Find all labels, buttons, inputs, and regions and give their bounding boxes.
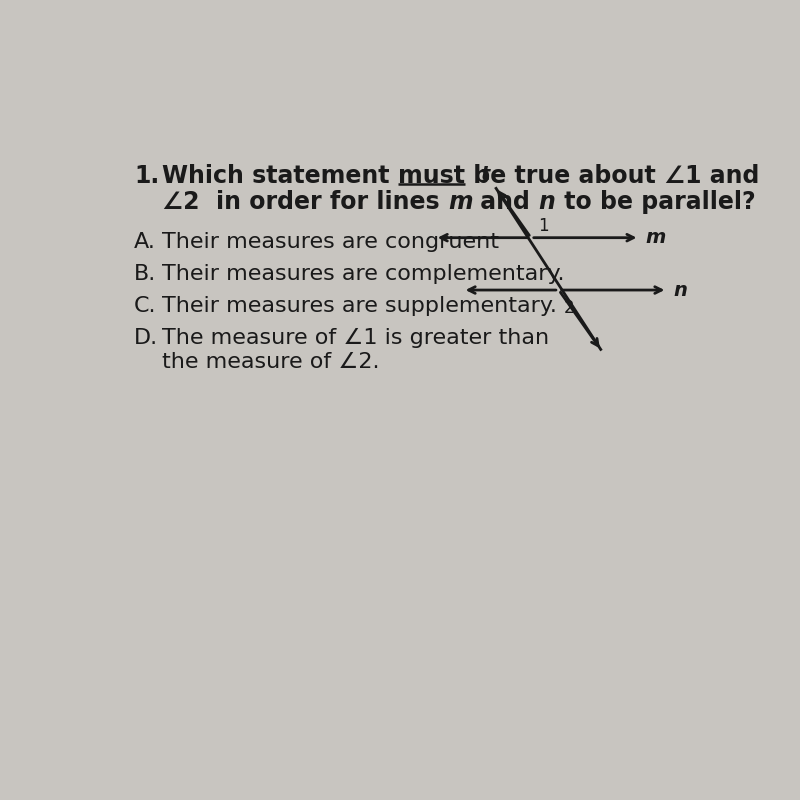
Text: 1.: 1.	[134, 164, 159, 188]
Text: The measure of ∠1 is greater than: The measure of ∠1 is greater than	[162, 328, 549, 348]
Text: must: must	[398, 164, 465, 188]
Text: C.: C.	[134, 295, 157, 315]
Text: Their measures are supplementary.: Their measures are supplementary.	[162, 295, 557, 315]
Text: 1: 1	[538, 217, 549, 234]
Text: Their measures are complementary.: Their measures are complementary.	[162, 263, 565, 283]
Text: to be parallel?: to be parallel?	[555, 190, 755, 214]
Text: ∠2  in order for lines: ∠2 in order for lines	[162, 190, 448, 214]
Text: B.: B.	[134, 263, 156, 283]
Text: m: m	[448, 190, 473, 214]
Text: n: n	[538, 190, 555, 214]
Text: n: n	[674, 281, 687, 299]
Text: Which statement: Which statement	[162, 164, 398, 188]
Text: 2: 2	[564, 299, 574, 318]
Text: t: t	[480, 165, 489, 184]
Text: D.: D.	[134, 328, 158, 348]
Text: be true about ∠1 and: be true about ∠1 and	[465, 164, 759, 188]
Text: A.: A.	[134, 231, 156, 251]
Text: Their measures are congruent: Their measures are congruent	[162, 231, 499, 251]
Text: m: m	[646, 228, 666, 247]
Text: and: and	[473, 190, 538, 214]
Text: the measure of ∠2.: the measure of ∠2.	[162, 352, 379, 372]
